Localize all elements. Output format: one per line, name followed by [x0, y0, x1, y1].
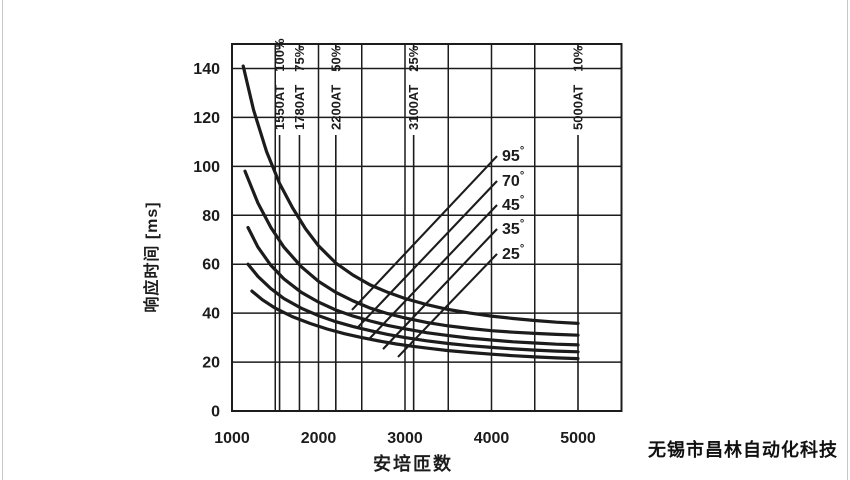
curve-35	[246, 262, 580, 354]
y-tick-label: 100	[193, 159, 220, 176]
temp-leader-95	[351, 155, 498, 311]
watermark-text: 无锡市昌林自动化科技	[648, 440, 838, 460]
curve-95	[241, 64, 580, 325]
y-axis-title: 响应时间 [ms]	[142, 201, 161, 312]
y-tick-label: 20	[202, 355, 220, 372]
temp-label-45: 45°	[502, 194, 524, 214]
y-tick-label: 60	[202, 257, 220, 274]
y-tick-label: 80	[202, 208, 220, 225]
curve-25	[250, 289, 580, 361]
x-tick-label: 2000	[301, 430, 337, 447]
duty-marker-label: 2200AT50%	[328, 45, 343, 130]
temp-label-95: 95°	[502, 145, 524, 165]
x-axis-title: 安培匝数	[373, 453, 453, 474]
y-tick-label: 0	[211, 404, 220, 421]
temp-leader-70	[357, 180, 498, 328]
temp-label-70: 70°	[502, 170, 524, 190]
temp-label-35: 35°	[502, 218, 524, 238]
x-tick-label: 5000	[560, 430, 596, 447]
scan-edge-left	[2, 0, 3, 480]
curve-70	[243, 169, 580, 337]
duty-marker-label: 3100AT25%	[406, 45, 421, 130]
scan-edge-right	[847, 0, 848, 480]
x-tick-label: 1000	[214, 430, 250, 447]
x-tick-label: 3000	[387, 430, 423, 447]
duty-marker-label: 1550AT100%	[272, 38, 287, 130]
y-tick-label: 120	[193, 110, 220, 127]
duty-marker-label: 1780AT75%	[292, 45, 307, 130]
temp-leader-35	[382, 228, 498, 350]
duty-marker-label: 5000AT10%	[571, 45, 586, 130]
y-tick-label: 40	[202, 306, 220, 323]
y-tick-label: 140	[193, 61, 220, 78]
temp-leader-45	[369, 204, 498, 339]
temp-label-25: 25°	[502, 243, 524, 263]
curve-45	[246, 225, 580, 347]
plot-frame	[231, 43, 623, 412]
x-tick-label: 4000	[474, 430, 510, 447]
temp-leader-25	[397, 253, 498, 358]
